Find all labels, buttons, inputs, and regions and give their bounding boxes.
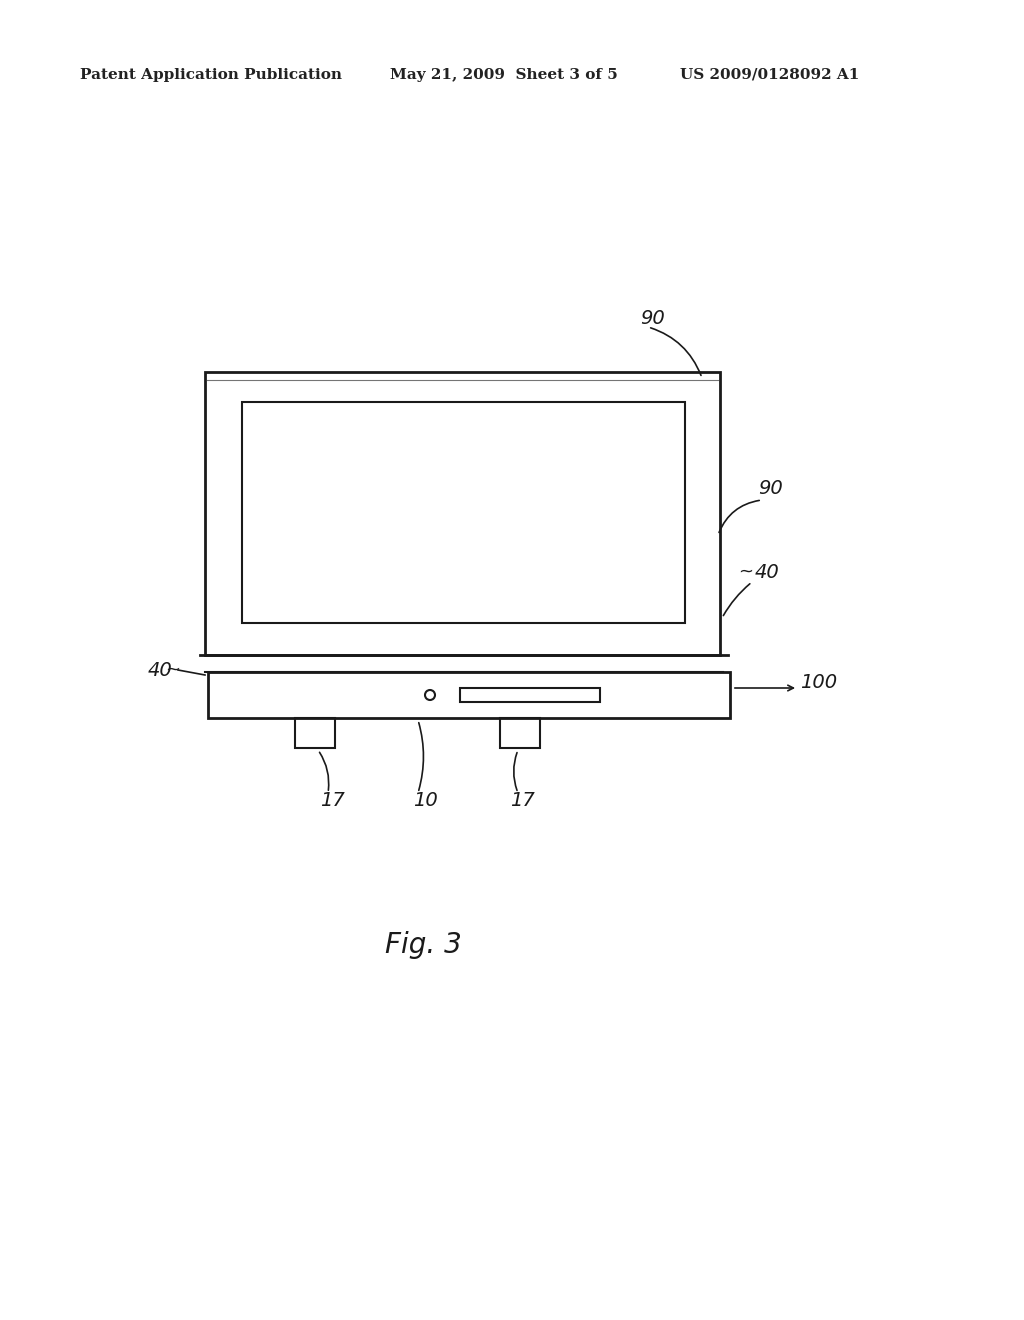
Text: 17: 17 — [510, 791, 535, 809]
Text: 90: 90 — [640, 309, 665, 327]
Text: ~: ~ — [738, 564, 753, 581]
Text: May 21, 2009  Sheet 3 of 5: May 21, 2009 Sheet 3 of 5 — [390, 69, 617, 82]
Text: 40: 40 — [755, 562, 779, 582]
Text: 90: 90 — [758, 479, 782, 498]
Text: 17: 17 — [319, 791, 345, 809]
Text: Fig. 3: Fig. 3 — [385, 931, 462, 960]
Text: US 2009/0128092 A1: US 2009/0128092 A1 — [680, 69, 859, 82]
Text: 10: 10 — [413, 791, 437, 809]
Text: Patent Application Publication: Patent Application Publication — [80, 69, 342, 82]
Text: ~: ~ — [165, 661, 180, 678]
Text: 100: 100 — [800, 673, 838, 693]
Text: 40: 40 — [148, 660, 173, 680]
